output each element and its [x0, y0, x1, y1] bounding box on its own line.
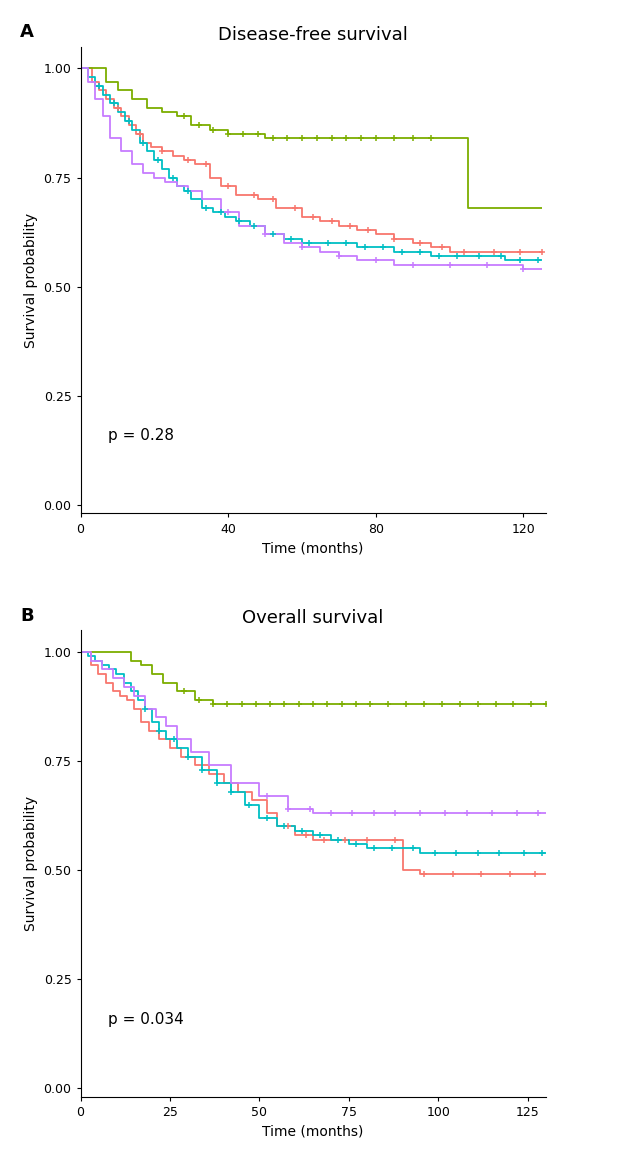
- Title: Disease-free survival: Disease-free survival: [218, 26, 408, 43]
- X-axis label: Time (months): Time (months): [262, 1125, 364, 1139]
- Title: Overall survival: Overall survival: [242, 609, 384, 627]
- Y-axis label: Survival probability: Survival probability: [24, 212, 38, 348]
- Text: p = 0.034: p = 0.034: [108, 1012, 184, 1027]
- Y-axis label: Survival probability: Survival probability: [24, 796, 38, 931]
- X-axis label: Time (months): Time (months): [262, 541, 364, 555]
- Text: A: A: [20, 23, 34, 41]
- Text: p = 0.28: p = 0.28: [108, 428, 174, 443]
- Text: B: B: [20, 607, 33, 624]
